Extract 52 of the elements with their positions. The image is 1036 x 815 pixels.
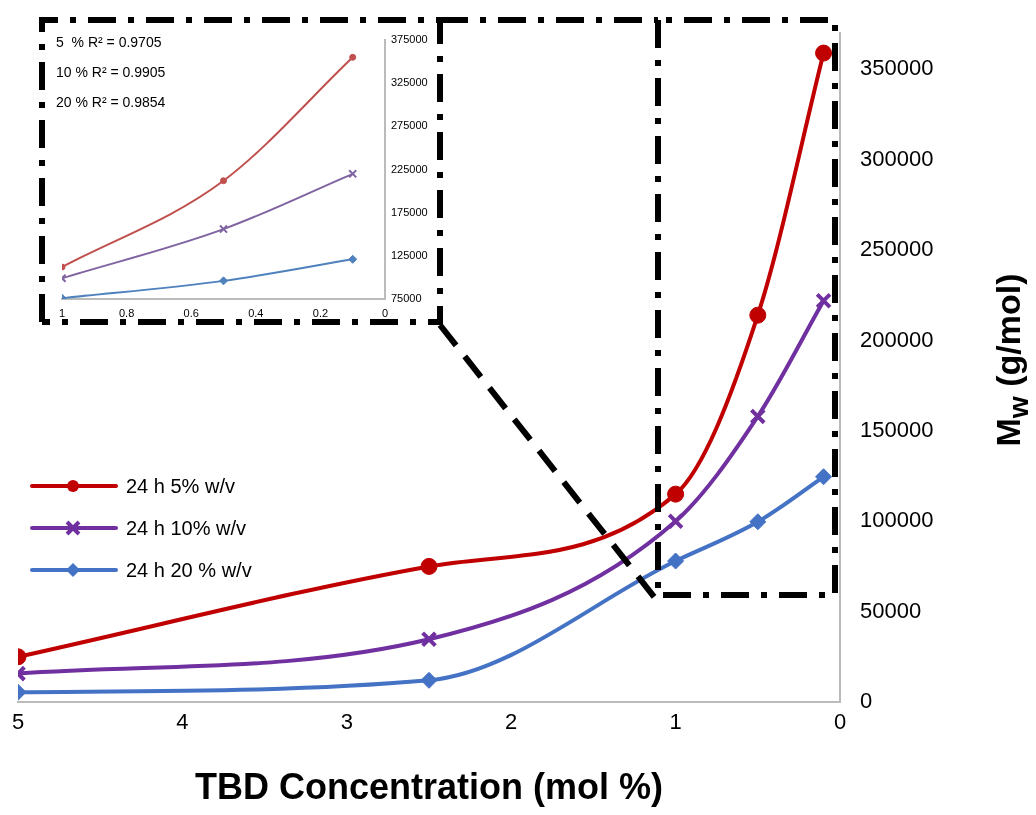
- y-tick-label: 50000: [860, 597, 922, 623]
- point: [667, 512, 684, 530]
- y-tick-label: 250000: [860, 236, 934, 262]
- annotation: 10 % R² = 0.9905: [56, 63, 166, 80]
- point: [749, 408, 767, 425]
- point: [218, 224, 229, 234]
- x-tick-label: 4: [176, 709, 189, 735]
- x-tick-label: 0.4: [248, 306, 264, 319]
- y-tick-label: 0: [860, 688, 873, 714]
- x-tick-label: 3: [340, 709, 353, 735]
- annotation: 20 % R² = 0.9854: [56, 93, 166, 110]
- point: [349, 53, 357, 61]
- x-tick-label: 0: [381, 306, 389, 319]
- x-tick-label: 5: [11, 709, 25, 735]
- point: [220, 177, 227, 185]
- x-tick-label: 0: [833, 709, 847, 735]
- point: [749, 513, 767, 531]
- x-axis-title: TBD Concentration (mol %): [195, 766, 663, 808]
- point: [348, 169, 358, 179]
- y-tick-label: 275000: [391, 119, 428, 132]
- point: [667, 485, 685, 503]
- point: [815, 292, 832, 310]
- point: [420, 671, 438, 689]
- point: [749, 306, 767, 324]
- legend-label: 24 h 20 % w/v: [126, 558, 252, 582]
- x-tick-label: 0.2: [312, 306, 329, 319]
- point: [420, 630, 438, 648]
- y-tick-label: 325000: [391, 76, 428, 89]
- legend-label: 24 h 5% w/v: [126, 474, 235, 498]
- y-tick-label: 375000: [391, 33, 428, 46]
- y-tick-label: 350000: [860, 55, 934, 81]
- point: [420, 557, 438, 575]
- point: [815, 468, 833, 486]
- y-tick-label: 125000: [391, 248, 428, 261]
- y-tick-label: 75000: [391, 292, 422, 305]
- x-tick-label: 0.6: [183, 306, 199, 319]
- y-tick-label: 200000: [860, 326, 934, 352]
- x-tick-label: 1: [669, 709, 682, 735]
- y-tick-label: 300000: [860, 145, 934, 171]
- x-tick-label: 0.8: [118, 306, 135, 319]
- x-tick-label: 2: [505, 709, 518, 735]
- point: [219, 276, 228, 286]
- y-tick-label: 100000: [860, 507, 934, 533]
- y-tick-label: 150000: [860, 416, 934, 442]
- point: [815, 44, 833, 62]
- y-tick-label: 225000: [391, 162, 428, 175]
- point: [667, 552, 685, 570]
- annotation: 5 % R² = 0.9705: [56, 33, 162, 50]
- x-tick-label: 1: [58, 306, 66, 319]
- point: [348, 254, 358, 264]
- legend-label: 24 h 10% w/v: [126, 516, 247, 540]
- y-tick-label: 175000: [391, 205, 428, 218]
